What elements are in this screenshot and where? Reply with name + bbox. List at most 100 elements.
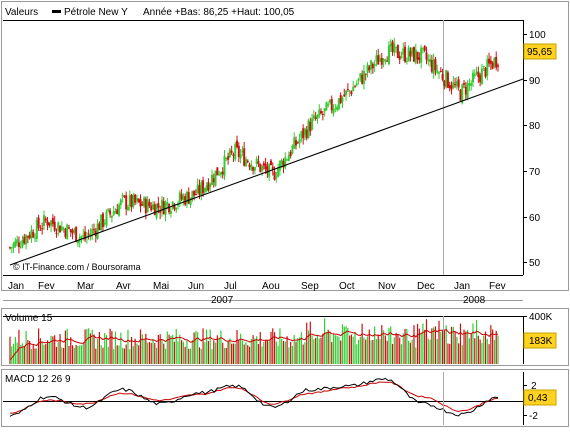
candle-body <box>16 239 19 244</box>
candle-body <box>194 194 197 196</box>
candle-body <box>244 159 247 167</box>
candle-body <box>173 204 176 210</box>
candle-body <box>168 204 171 213</box>
candle-body <box>271 166 274 170</box>
price-last-value: 95,65 <box>527 47 552 58</box>
candle-body <box>361 74 364 84</box>
volume-bar <box>443 329 445 364</box>
volume-bar <box>111 331 113 364</box>
volume-bar <box>368 329 370 364</box>
volume-bar <box>366 336 369 364</box>
volume-bar <box>179 334 181 364</box>
volume-bar <box>390 326 392 364</box>
candle-body <box>434 59 437 71</box>
candle-body <box>284 157 287 168</box>
candle-body <box>359 73 362 78</box>
candle-body <box>57 222 60 231</box>
volume-title: Volume 15 <box>5 313 53 324</box>
candle-body <box>119 199 122 205</box>
candle-body <box>255 158 258 165</box>
volume-bar <box>161 339 163 364</box>
volume-bar <box>277 345 279 364</box>
volume-bar <box>429 339 431 364</box>
volume-bar <box>229 338 231 364</box>
month-label: Oct <box>339 281 355 292</box>
candle-body <box>110 215 113 218</box>
candle-body <box>316 114 319 119</box>
volume-bar <box>214 342 217 364</box>
volume-bar <box>181 340 183 364</box>
candle-body <box>144 198 147 214</box>
candle-body <box>221 171 224 175</box>
volume-bar <box>206 329 208 364</box>
volume-bar <box>243 344 245 364</box>
candle-body <box>171 201 174 208</box>
candle-body <box>466 83 469 98</box>
volume-bar <box>266 339 269 364</box>
volume-bar <box>431 328 433 364</box>
volume-bar <box>338 336 340 364</box>
candle-body <box>100 214 103 231</box>
volume-bar <box>168 334 170 364</box>
volume-bar <box>86 328 88 364</box>
volume-bar <box>61 347 63 364</box>
volume-bar <box>452 326 454 364</box>
legend-series-swatch <box>52 10 61 13</box>
volume-bar <box>145 333 147 364</box>
candle-body <box>439 70 442 73</box>
volume-bar <box>36 348 38 364</box>
candle-body <box>196 184 199 193</box>
candle-body <box>464 86 467 95</box>
candle-body <box>257 161 260 164</box>
candle-body <box>69 229 72 233</box>
volume-bar <box>488 344 490 364</box>
volume-bar <box>79 345 81 364</box>
volume-bar <box>468 338 470 364</box>
candle-body <box>243 148 246 166</box>
candle-body <box>28 234 31 239</box>
candle-body <box>205 185 208 191</box>
legend-prefix: Valeurs <box>5 7 38 18</box>
price-ytick-label: 80 <box>529 121 541 132</box>
month-label: Sep <box>301 281 319 292</box>
month-label: Fev <box>489 281 506 292</box>
volume-bar <box>130 336 133 364</box>
month-label: Jan <box>454 281 470 292</box>
volume-bar <box>370 340 372 364</box>
candle-body <box>32 232 35 238</box>
volume-bar <box>238 340 240 364</box>
volume-bar <box>400 344 403 364</box>
candle-body <box>323 108 326 112</box>
volume-bar <box>202 328 204 364</box>
candle-body <box>293 137 296 149</box>
volume-bar <box>250 338 252 364</box>
volume-bar <box>427 338 429 364</box>
price-y-ticks: 100 90 80 70 60 50 <box>523 30 546 269</box>
candle-body <box>132 195 135 207</box>
volume-bar <box>21 343 24 364</box>
candle-body <box>375 55 378 62</box>
candle-body <box>384 59 387 62</box>
price-ytick-label: 100 <box>529 30 546 41</box>
candle-body <box>436 70 439 73</box>
candle-body <box>454 84 457 86</box>
volume-bar <box>486 338 488 364</box>
candle-body <box>355 83 358 86</box>
candle-body <box>468 83 471 86</box>
candle-body <box>430 59 433 72</box>
volume-bar <box>46 340 49 364</box>
candle-body <box>336 106 339 110</box>
volume-bar <box>182 341 184 364</box>
candle-body <box>60 226 63 231</box>
volume-bar <box>379 339 381 364</box>
volume-bar <box>334 335 336 364</box>
candle-body <box>82 234 85 237</box>
volume-bar <box>154 342 156 364</box>
volume-bar <box>88 328 90 364</box>
volume-bar <box>408 340 410 364</box>
candle-body <box>223 155 226 176</box>
volume-bar <box>247 345 249 364</box>
candle-body <box>9 247 11 249</box>
volume-bar <box>484 331 487 364</box>
